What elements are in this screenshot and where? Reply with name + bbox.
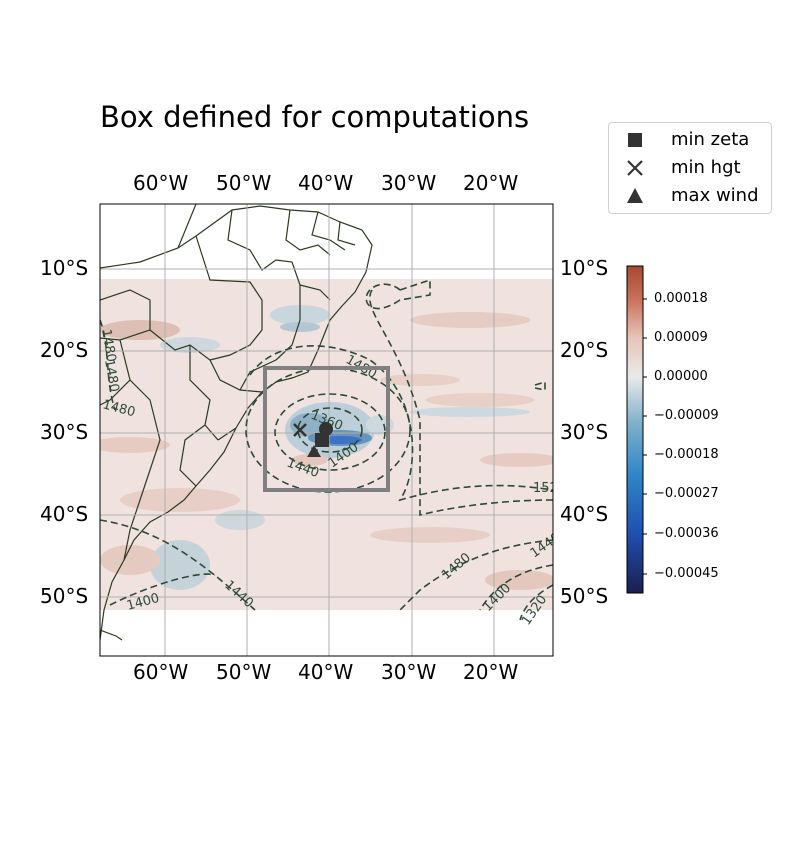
lat-label-left: 40°S	[40, 502, 89, 526]
lat-label-left: 50°S	[40, 584, 89, 608]
x-marker-icon	[627, 160, 643, 176]
computation-box	[263, 366, 390, 492]
colorbar-gradient	[626, 265, 644, 594]
lat-label-left: 10°S	[40, 256, 89, 280]
lon-label-bottom: 60°W	[133, 660, 189, 684]
legend: min zeta min hgt max wind	[608, 122, 772, 214]
lon-label-top: 50°W	[216, 171, 272, 195]
legend-item-max-wind: max wind	[609, 184, 771, 208]
lon-label-top: 30°W	[381, 171, 437, 195]
lat-label-right: 30°S	[560, 420, 609, 444]
colorbar	[626, 265, 647, 594]
legend-label: min hgt	[671, 157, 741, 178]
legend-label: max wind	[671, 185, 759, 206]
lat-label-right: 40°S	[560, 502, 609, 526]
lon-label-top: 60°W	[133, 171, 189, 195]
legend-item-min-hgt: min hgt	[609, 156, 771, 180]
lon-label-top: 40°W	[298, 171, 354, 195]
contour-label: 152	[533, 481, 558, 496]
colorbar-tick-label: −0.00036	[654, 526, 719, 541]
lat-label-right: 10°S	[560, 256, 609, 280]
max-wind-marker	[307, 445, 321, 457]
colorbar-ticks	[643, 298, 647, 575]
colorbar-tick-label: −0.00018	[654, 447, 719, 462]
lat-label-left: 20°S	[40, 338, 89, 362]
colorbar-tick-label: 0.00018	[654, 291, 708, 306]
legend-item-min-zeta: min zeta	[609, 128, 771, 152]
square-marker-icon	[628, 133, 642, 147]
contour-label: 1480	[98, 328, 119, 363]
colorbar-tick-label: −0.00027	[654, 486, 719, 501]
contour-label: 1480	[101, 358, 122, 393]
colorbar-tick-label: 0.00000	[654, 369, 708, 384]
lon-label-bottom: 50°W	[216, 660, 272, 684]
colorbar-tick-label: −0.00009	[654, 408, 719, 423]
legend-label: min zeta	[671, 129, 750, 150]
map-frame	[99, 203, 554, 657]
colorbar-tick-label: 0.00009	[654, 330, 708, 345]
lon-label-top: 20°W	[463, 171, 519, 195]
coastlines	[100, 204, 373, 641]
map-title: Box defined for computations	[100, 100, 530, 134]
lat-label-right: 20°S	[560, 338, 609, 362]
lon-label-bottom: 40°W	[298, 660, 354, 684]
triangle-marker-icon	[627, 188, 643, 203]
min-zeta-marker	[315, 433, 329, 447]
center-circle-marker	[319, 422, 333, 436]
cyclone-markers	[293, 422, 333, 457]
lon-label-bottom: 30°W	[381, 660, 437, 684]
min-hgt-marker	[293, 423, 307, 437]
colorbar-tick-label: −0.00045	[654, 566, 719, 581]
lat-label-right: 50°S	[560, 584, 609, 608]
lon-label-bottom: 20°W	[463, 660, 519, 684]
height-contours	[100, 278, 553, 621]
lat-label-left: 30°S	[40, 420, 89, 444]
